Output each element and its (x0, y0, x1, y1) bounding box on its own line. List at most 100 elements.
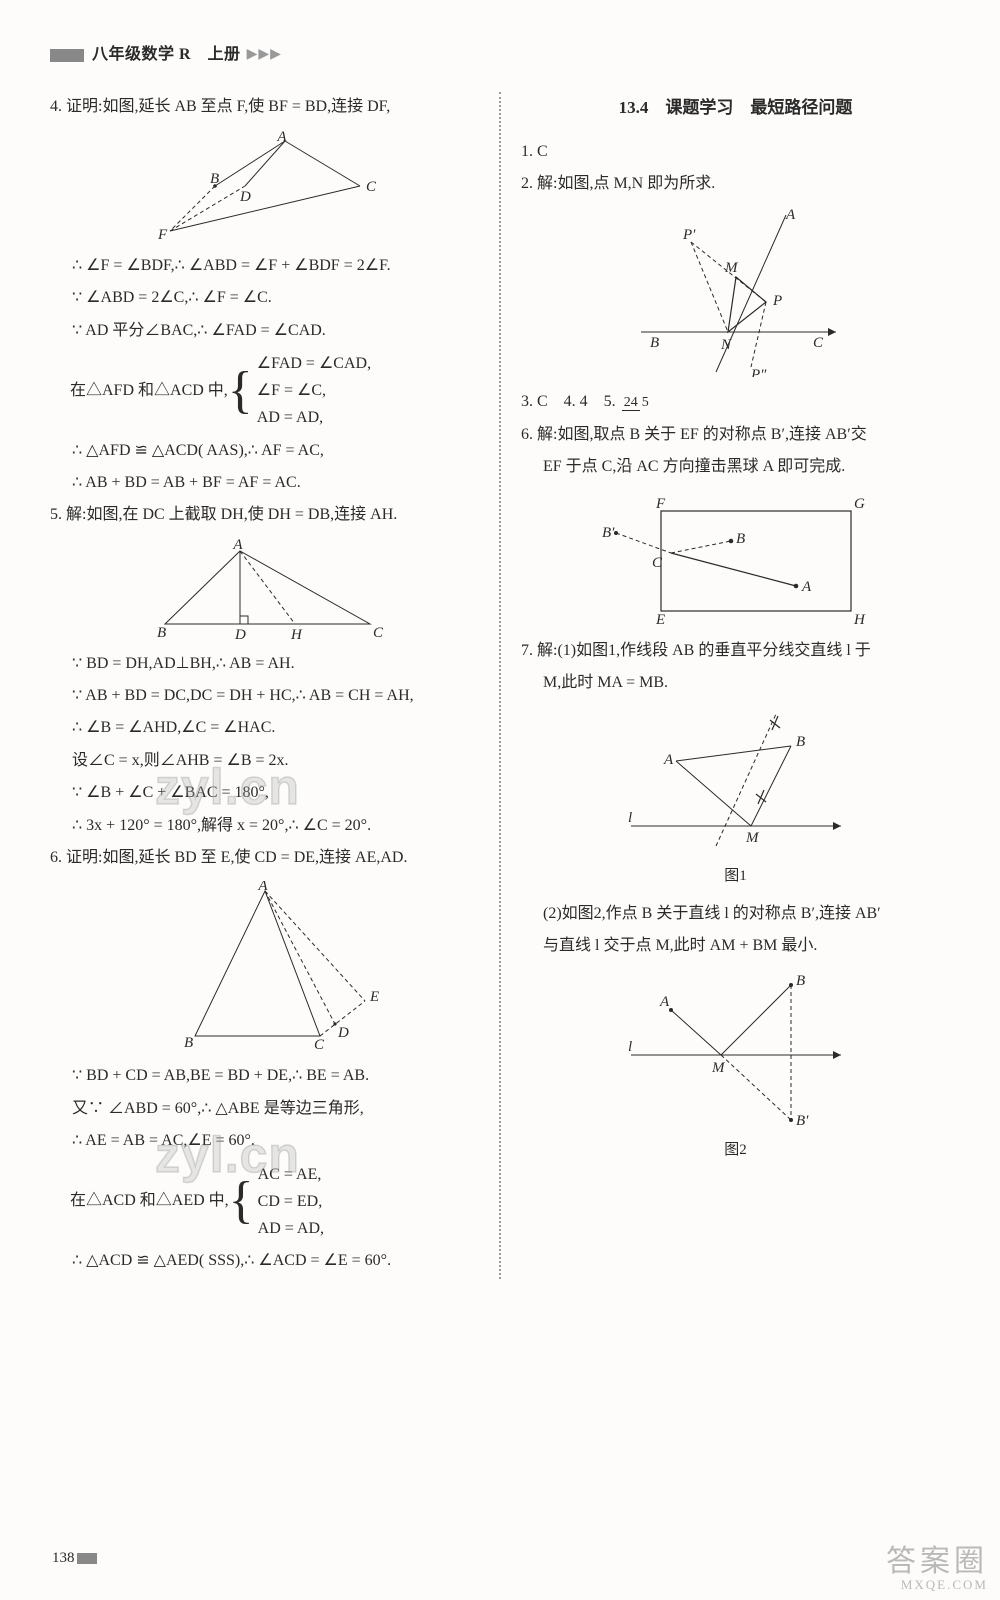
header-title: 八年级数学 R 上册 (92, 40, 241, 70)
q5-figure: A B D H C (135, 539, 395, 639)
q5-l1: ∵ BD = DH,AD⊥BH,∴ AB = AH. (50, 649, 479, 679)
right-column: 13.4 课题学习 最短路径问题 1. C 2. 解:如图,点 M,N 即为所求… (503, 92, 950, 1278)
q5-l5: ∵ ∠B + ∠C + ∠BAC = 180°, (50, 778, 479, 808)
q6-l1: ∵ BD + CD = AB,BE = BD + DE,∴ BE = AB. (50, 1061, 479, 1091)
q6-l3: ∴ AE = AB = AC,∠E = 60°. (50, 1126, 479, 1156)
a7-l2: M,此时 MA = MB. (521, 668, 950, 698)
svg-text:C: C (813, 335, 824, 351)
q6-brace-group: 在△ACD 和△AED 中, { AC = AE, CD = ED, AD = … (70, 1161, 479, 1243)
fig2-caption: 图2 (521, 1136, 950, 1165)
corner-watermark: 答案圈 MXQE.COM (886, 1545, 988, 1592)
q5-l6: ∴ 3x + 120° = 180°,解得 x = 20°,∴ ∠C = 20°… (50, 811, 479, 841)
svg-text:P: P (772, 293, 782, 309)
svg-text:H: H (853, 612, 866, 626)
svg-text:E: E (655, 612, 665, 626)
a3: 3. C 4. 4 5. 245 (521, 387, 950, 417)
svg-text:C: C (652, 555, 663, 571)
brace-icon: { (229, 1175, 254, 1227)
a6-l2: EF 于点 C,沿 AC 方向撞击黑球 A 即可完成. (521, 452, 950, 482)
q4-brace1: ∠FAD = ∠CAD, (257, 350, 371, 377)
q6-l2: 又∵ ∠ABD = 60°,∴ △ABE 是等边三角形, (50, 1094, 479, 1124)
page-number-value: 138 (52, 1550, 75, 1566)
a3-fraction: 245 (622, 395, 651, 410)
a7-l4: 与直线 l 交于点 M,此时 AM + BM 最小. (521, 931, 950, 961)
a7-figure2: A B M B′ l (616, 970, 856, 1130)
svg-text:l: l (628, 1039, 632, 1055)
header-arrows: ▶▶▶ (247, 42, 282, 69)
q4-figure: A B D C F (140, 131, 390, 241)
brace-icon: { (228, 365, 253, 417)
svg-text:B: B (210, 171, 219, 187)
svg-text:M: M (745, 830, 760, 846)
a2-figure: A P′ M P B N C P″ (621, 207, 851, 377)
q6-brace-prefix: 在△ACD 和△AED 中, (70, 1186, 229, 1216)
column-divider (499, 92, 501, 1278)
svg-text:B: B (650, 335, 659, 351)
a3-prefix: 3. C 4. 4 5. (521, 393, 620, 410)
svg-text:A: A (276, 131, 287, 145)
q6-figure: A B C D E (150, 881, 380, 1051)
q6-l5: ∴ △ACD ≌ △AED( SSS),∴ ∠ACD = ∠E = 60°. (50, 1246, 479, 1276)
q6-brace1: AC = AE, (258, 1161, 324, 1188)
q4-brace2: ∠F = ∠C, (257, 377, 371, 404)
q4-brace-group: 在△AFD 和△ACD 中, { ∠FAD = ∠CAD, ∠F = ∠C, A… (70, 350, 479, 432)
q5-l2: ∵ AB + BD = DC,DC = DH + HC,∴ AB = CH = … (50, 681, 479, 711)
svg-text:B′: B′ (796, 1113, 809, 1129)
svg-text:A: A (257, 881, 268, 894)
svg-text:F: F (157, 227, 168, 241)
q5-l3: ∴ ∠B = ∠AHD,∠C = ∠HAC. (50, 713, 479, 743)
q4-line2: ∵ ∠ABD = 2∠C,∴ ∠F = ∠C. (50, 283, 479, 313)
svg-text:B: B (184, 1035, 193, 1051)
a2: 2. 解:如图,点 M,N 即为所求. (521, 169, 950, 199)
svg-text:A: A (659, 994, 670, 1010)
q6-intro: 6. 证明:如图,延长 BD 至 E,使 CD = DE,连接 AE,AD. (50, 843, 479, 873)
q4-intro: 4. 证明:如图,延长 AB 至点 F,使 BF = BD,连接 DF, (50, 92, 479, 122)
q6-brace2: CD = ED, (258, 1188, 324, 1215)
svg-text:B′: B′ (602, 525, 615, 541)
q4-brace-prefix: 在△AFD 和△ACD 中, (70, 376, 228, 406)
a1: 1. C (521, 137, 950, 167)
svg-text:l: l (628, 810, 632, 826)
q4-line3: ∵ AD 平分∠BAC,∴ ∠FAD = ∠CAD. (50, 316, 479, 346)
svg-text:A: A (232, 539, 243, 553)
svg-text:B: B (796, 734, 805, 750)
corner-wm-small: MXQE.COM (886, 1578, 988, 1592)
page-number: 138 (52, 1544, 97, 1573)
corner-wm-big: 答案圈 (886, 1545, 988, 1578)
svg-text:P′: P′ (682, 227, 696, 243)
q5-l4: 设∠C = x,则∠AHB = ∠B = 2x. (50, 746, 479, 776)
fig1-caption: 图1 (521, 862, 950, 891)
a6-l1: 6. 解:如图,取点 B 关于 EF 的对称点 B′,连接 AB′交 (521, 420, 950, 450)
svg-text:B: B (157, 625, 166, 639)
svg-text:P″: P″ (750, 367, 767, 377)
q4-line1: ∴ ∠F = ∠BDF,∴ ∠ABD = ∠F + ∠BDF = 2∠F. (50, 251, 479, 281)
svg-text:M: M (711, 1060, 726, 1076)
q5-intro: 5. 解:如图,在 DC 上截取 DH,使 DH = DB,连接 AH. (50, 500, 479, 530)
svg-text:C: C (314, 1037, 325, 1051)
q4-brace3: AD = AD, (257, 404, 371, 431)
svg-text:B: B (796, 973, 805, 989)
content-columns: 4. 证明:如图,延长 AB 至点 F,使 BF = BD,连接 DF, A B… (50, 92, 950, 1278)
a7-l3: (2)如图2,作点 B 关于直线 l 的对称点 B′,连接 AB′ (521, 899, 950, 929)
q4-line5: ∴ △AFD ≌ △ACD( AAS),∴ AF = AC, (50, 436, 479, 466)
a7-figure1: A B M l (616, 706, 856, 856)
svg-text:C: C (373, 625, 384, 639)
svg-text:F: F (655, 496, 666, 512)
left-column: 4. 证明:如图,延长 AB 至点 F,使 BF = BD,连接 DF, A B… (50, 92, 497, 1278)
a7-l1: 7. 解:(1)如图1,作线段 AB 的垂直平分线交直线 l 于 (521, 636, 950, 666)
svg-text:D: D (234, 627, 246, 639)
svg-text:N: N (720, 337, 732, 353)
a6-figure: F G E H B′ C B A (596, 491, 876, 626)
svg-text:H: H (290, 627, 303, 639)
svg-text:B: B (736, 531, 745, 547)
page-number-bar (77, 1553, 97, 1564)
page-header: 八年级数学 R 上册 ▶▶▶ (50, 40, 950, 70)
section-title: 13.4 课题学习 最短路径问题 (521, 92, 950, 124)
svg-text:M: M (724, 260, 739, 276)
header-bar (50, 49, 84, 62)
svg-text:C: C (366, 179, 377, 195)
svg-text:A: A (785, 207, 796, 223)
q4-line6: ∴ AB + BD = AB + BF = AF = AC. (50, 468, 479, 498)
svg-text:A: A (663, 752, 674, 768)
svg-text:D: D (337, 1025, 349, 1041)
